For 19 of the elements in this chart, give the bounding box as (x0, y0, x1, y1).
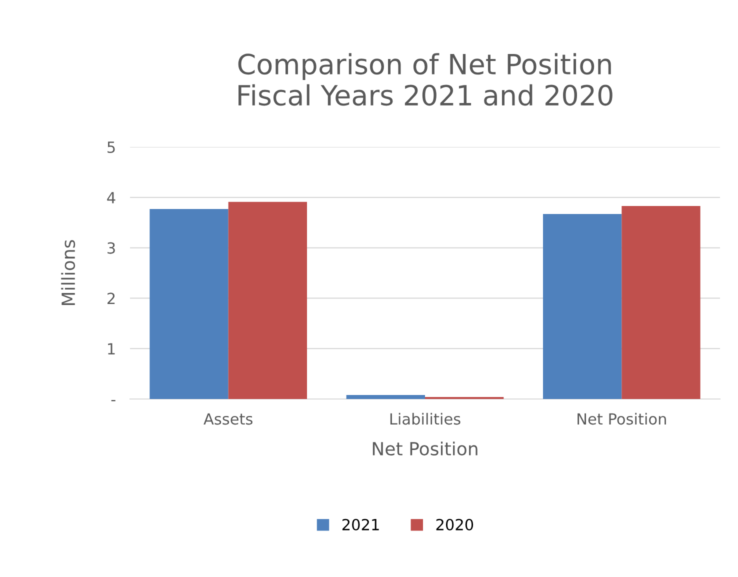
bar (346, 394, 425, 399)
chart-title: Comparison of Net Position Fiscal Years 2021 and 2020 (238, 53, 612, 106)
x-axis-title: Net Position (372, 442, 478, 456)
x-tick-label: Assets (204, 413, 252, 425)
legend-label: 2020 (436, 518, 474, 530)
x-tick-label: Net Position (578, 412, 666, 425)
y-tick-label: 2 (108, 292, 115, 304)
bar (228, 202, 307, 399)
x-tick-label: Liabilities (390, 412, 460, 425)
y-tick-label: 4 (107, 192, 116, 204)
y-axis-title: Millions (61, 240, 76, 305)
y-tick-label: 5 (108, 142, 115, 154)
bar (543, 214, 622, 399)
y-tick-label: 3 (108, 242, 115, 254)
y-tick-label: - (111, 400, 116, 402)
y-tick-label: 1 (108, 343, 115, 354)
legend-label: 2021 (342, 518, 379, 530)
bar (150, 208, 228, 399)
bar (622, 206, 700, 399)
